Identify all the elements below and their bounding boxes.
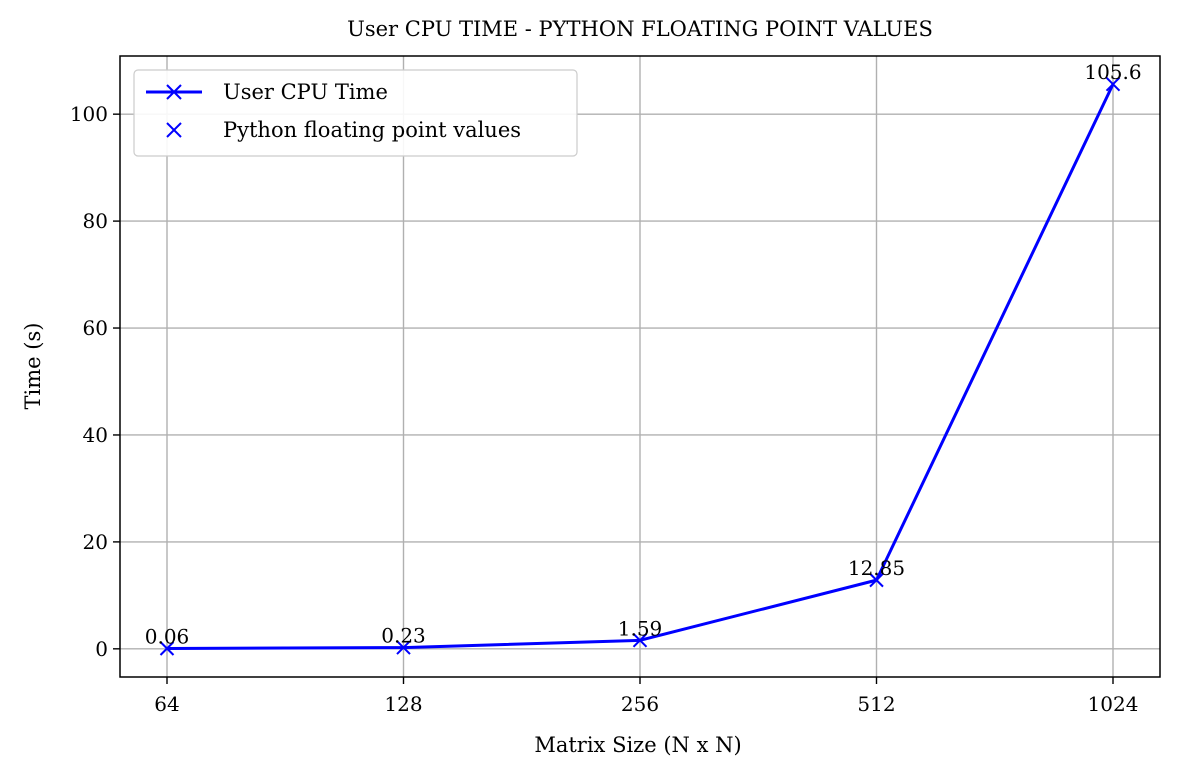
data-point-marker: [159, 641, 175, 656]
y-tick-label: 20: [83, 530, 108, 554]
legend-box: [133, 69, 578, 157]
data-point-marker: [869, 572, 884, 588]
x-tick-label: 512: [857, 692, 895, 716]
y-tick-label: 100: [70, 102, 108, 126]
chart-title: User CPU TIME - PYTHON FLOATING POINT VA…: [347, 17, 933, 41]
legend-label-series: User CPU Time: [223, 80, 388, 104]
y-tick-label: 0: [95, 637, 108, 661]
legend-marker-swatch: [166, 122, 182, 138]
data-label: 105.6: [1084, 60, 1141, 84]
y-axis-label: Time (s): [21, 323, 45, 410]
x-tick-label: 64: [154, 692, 179, 716]
plot-area: 0.06 0.23 1.59 12.85 105.6: [145, 60, 1142, 656]
data-point-marker: [1105, 77, 1121, 92]
y-tick-label: 80: [83, 209, 108, 233]
y-tick-label: 40: [83, 423, 108, 447]
data-label: 1.59: [618, 616, 663, 640]
y-tick-label: 60: [83, 316, 108, 340]
legend-label-marker: Python floating point values: [223, 118, 521, 142]
x-tick-label: 256: [621, 692, 659, 716]
x-axis-label: Matrix Size (N x N): [534, 733, 741, 757]
data-label: 0.06: [145, 625, 190, 649]
data-point-marker: [396, 640, 411, 655]
legend-line-marker: [166, 84, 182, 100]
data-point-marker: [632, 633, 648, 648]
axes: 64 128 256 512 1024 0 20 40 60 80 100: [70, 102, 1139, 716]
x-tick-label: 128: [384, 692, 422, 716]
data-label: 0.23: [381, 624, 426, 648]
data-label: 12.85: [848, 556, 905, 580]
legend: User CPU Time Python floating point valu…: [133, 69, 578, 157]
x-tick-label: 1024: [1088, 692, 1139, 716]
